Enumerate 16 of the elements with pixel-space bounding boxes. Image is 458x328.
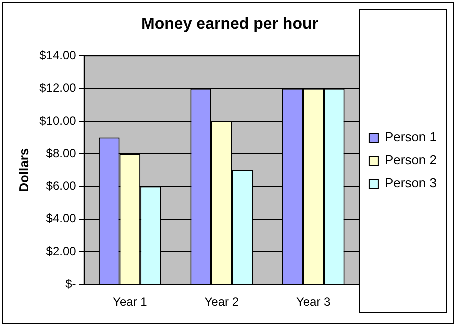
y-tick-label: $4.00 [46, 212, 77, 226]
y-tick-label: $10.00 [40, 114, 77, 128]
y-axis-title: Dollars [16, 148, 32, 192]
legend-label: Person 2 [384, 152, 438, 168]
y-tick-label: $2.00 [46, 244, 77, 258]
y-tick-label: $12.00 [40, 81, 77, 96]
x-tick-label: Year 1 [113, 295, 148, 310]
legend-label: Person 3 [384, 176, 438, 191]
y-tick-label: $8.00 [46, 146, 77, 160]
y-tick-label: $6.00 [46, 179, 77, 194]
legend-label: Person 1 [384, 130, 438, 145]
y-tick-label: $14.00 [40, 48, 77, 63]
chart-title: Money earned per hour [142, 16, 318, 34]
x-tick-label: Year 3 [296, 295, 332, 310]
x-tick-label: Year 2 [204, 295, 240, 310]
y-tick-label: $- [66, 276, 76, 291]
